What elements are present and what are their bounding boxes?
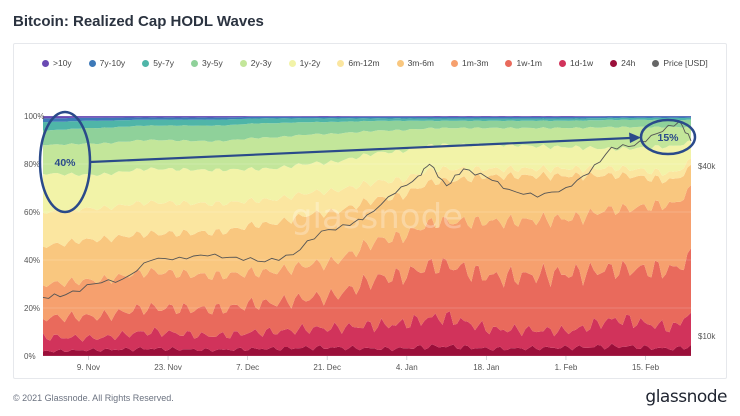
legend-swatch: [142, 59, 150, 67]
grid-lines: [43, 115, 691, 357]
legend-swatch: [396, 59, 404, 67]
area-layers: [43, 116, 691, 356]
legend-item[interactable]: 1d-1w: [558, 58, 594, 68]
x-tick-label: 1. Feb: [555, 363, 578, 372]
area-band-3y5y: [43, 119, 691, 146]
area-band-5y7y: [43, 117, 691, 131]
x-tick-label: 18. Jan: [473, 363, 499, 372]
x-tick-label: 23. Nov: [154, 363, 182, 372]
legend-label: 24h: [621, 58, 636, 68]
legend-item[interactable]: >10y: [42, 58, 72, 68]
price-line: [42, 120, 692, 299]
legend-label: 1y-2y: [299, 58, 321, 68]
area-band-1y2y: [43, 139, 691, 214]
legend-item[interactable]: 1y-2y: [288, 58, 321, 68]
legend-label: 1m-3m: [462, 58, 489, 68]
legend-swatch: [505, 59, 513, 67]
x-tick-label: 4. Jan: [396, 363, 418, 372]
area-band-24h: [43, 343, 691, 356]
legend-label: >10y: [53, 58, 72, 68]
area-band-3m6m: [43, 164, 691, 287]
y-tick-label: 40%: [24, 256, 40, 265]
legend-swatch: [610, 59, 618, 67]
axes: 0% 20% 40% 60% 80% 100% $10k $40k 9. Nov 23. Nov 7…: [24, 112, 716, 372]
annotation-left-label: 40%: [54, 157, 76, 169]
legend-label: 1w-1m: [516, 58, 542, 68]
legend-item[interactable]: 5y-7y: [142, 58, 174, 68]
x-tick-label: 21. Dec: [313, 363, 341, 372]
legend-swatch: [337, 59, 345, 67]
y-tick-label: 100%: [24, 112, 44, 121]
y-tick-label: 60%: [24, 208, 40, 217]
glassnode-logo[interactable]: glassnode: [645, 387, 727, 407]
copyright-footer: © 2021 Glassnode. All Rights Reserved.: [13, 393, 174, 403]
annotation-arrow: [89, 136, 631, 164]
annotations: 40% 15%: [38, 110, 697, 214]
y-right-tick-label: $10k: [698, 332, 716, 341]
legend-item[interactable]: 3y-5y: [190, 58, 223, 68]
legend-label: 3m-6m: [407, 58, 435, 68]
legend-label: Price [USD]: [663, 58, 708, 68]
area-band-1m3m: [43, 185, 691, 323]
area-band-2y3y: [43, 126, 691, 176]
x-tick-label: 7. Dec: [236, 363, 259, 372]
watermark: glassnode: [291, 197, 463, 237]
legend-swatch: [190, 59, 198, 67]
x-tick-label: 15. Feb: [632, 363, 660, 372]
legend-item[interactable]: 7y-10y: [88, 58, 126, 68]
legend-item[interactable]: 24h: [610, 58, 635, 68]
legend-label: 6m-12m: [348, 58, 380, 68]
chart-legend: >10y 7y-10y 5y-7y 3y-5y 2y-3y 1y-2y 6m-12m 3m-6…: [42, 56, 722, 70]
legend-label: 7y-10y: [99, 58, 126, 68]
chart-title: Bitcoin: Realized Cap HODL Waves: [13, 13, 264, 30]
y-right-tick-label: $40k: [698, 162, 716, 171]
legend-swatch: [288, 59, 296, 67]
legend-label: 1d-1w: [569, 58, 594, 68]
annotation-right-label: 15%: [657, 132, 679, 144]
arrow-head: [629, 132, 641, 143]
area-band-1w1m: [43, 248, 691, 342]
legend-label: 3y-5y: [201, 58, 223, 68]
legend-swatch: [652, 59, 660, 67]
x-tick-label: 9. Nov: [77, 363, 100, 372]
legend-swatch: [558, 59, 566, 67]
legend-label: 5y-7y: [153, 58, 174, 68]
legend-label: 2y-3y: [250, 58, 272, 68]
area-band-10y: [43, 116, 691, 119]
annotation-ellipse-right: [639, 118, 697, 156]
legend-item[interactable]: 3m-6m: [396, 58, 435, 68]
y-tick-label: 20%: [24, 304, 40, 313]
legend-item[interactable]: 1w-1m: [505, 58, 542, 68]
area-band-7y10y: [43, 116, 691, 123]
price-layer: [42, 120, 692, 299]
legend-item[interactable]: 6m-12m: [337, 58, 380, 68]
legend-swatch: [451, 59, 459, 67]
legend-item[interactable]: Price [USD]: [652, 58, 708, 68]
legend-item[interactable]: 1m-3m: [451, 58, 488, 68]
legend-swatch: [42, 59, 49, 67]
legend-swatch: [88, 59, 96, 67]
area-band-6m12m: [43, 158, 691, 248]
area-band-1d1w: [43, 311, 691, 353]
legend-item[interactable]: 2y-3y: [239, 58, 272, 68]
y-tick-label: 80%: [24, 160, 40, 169]
y-tick-label: 0%: [24, 352, 36, 361]
legend-swatch: [239, 59, 247, 67]
